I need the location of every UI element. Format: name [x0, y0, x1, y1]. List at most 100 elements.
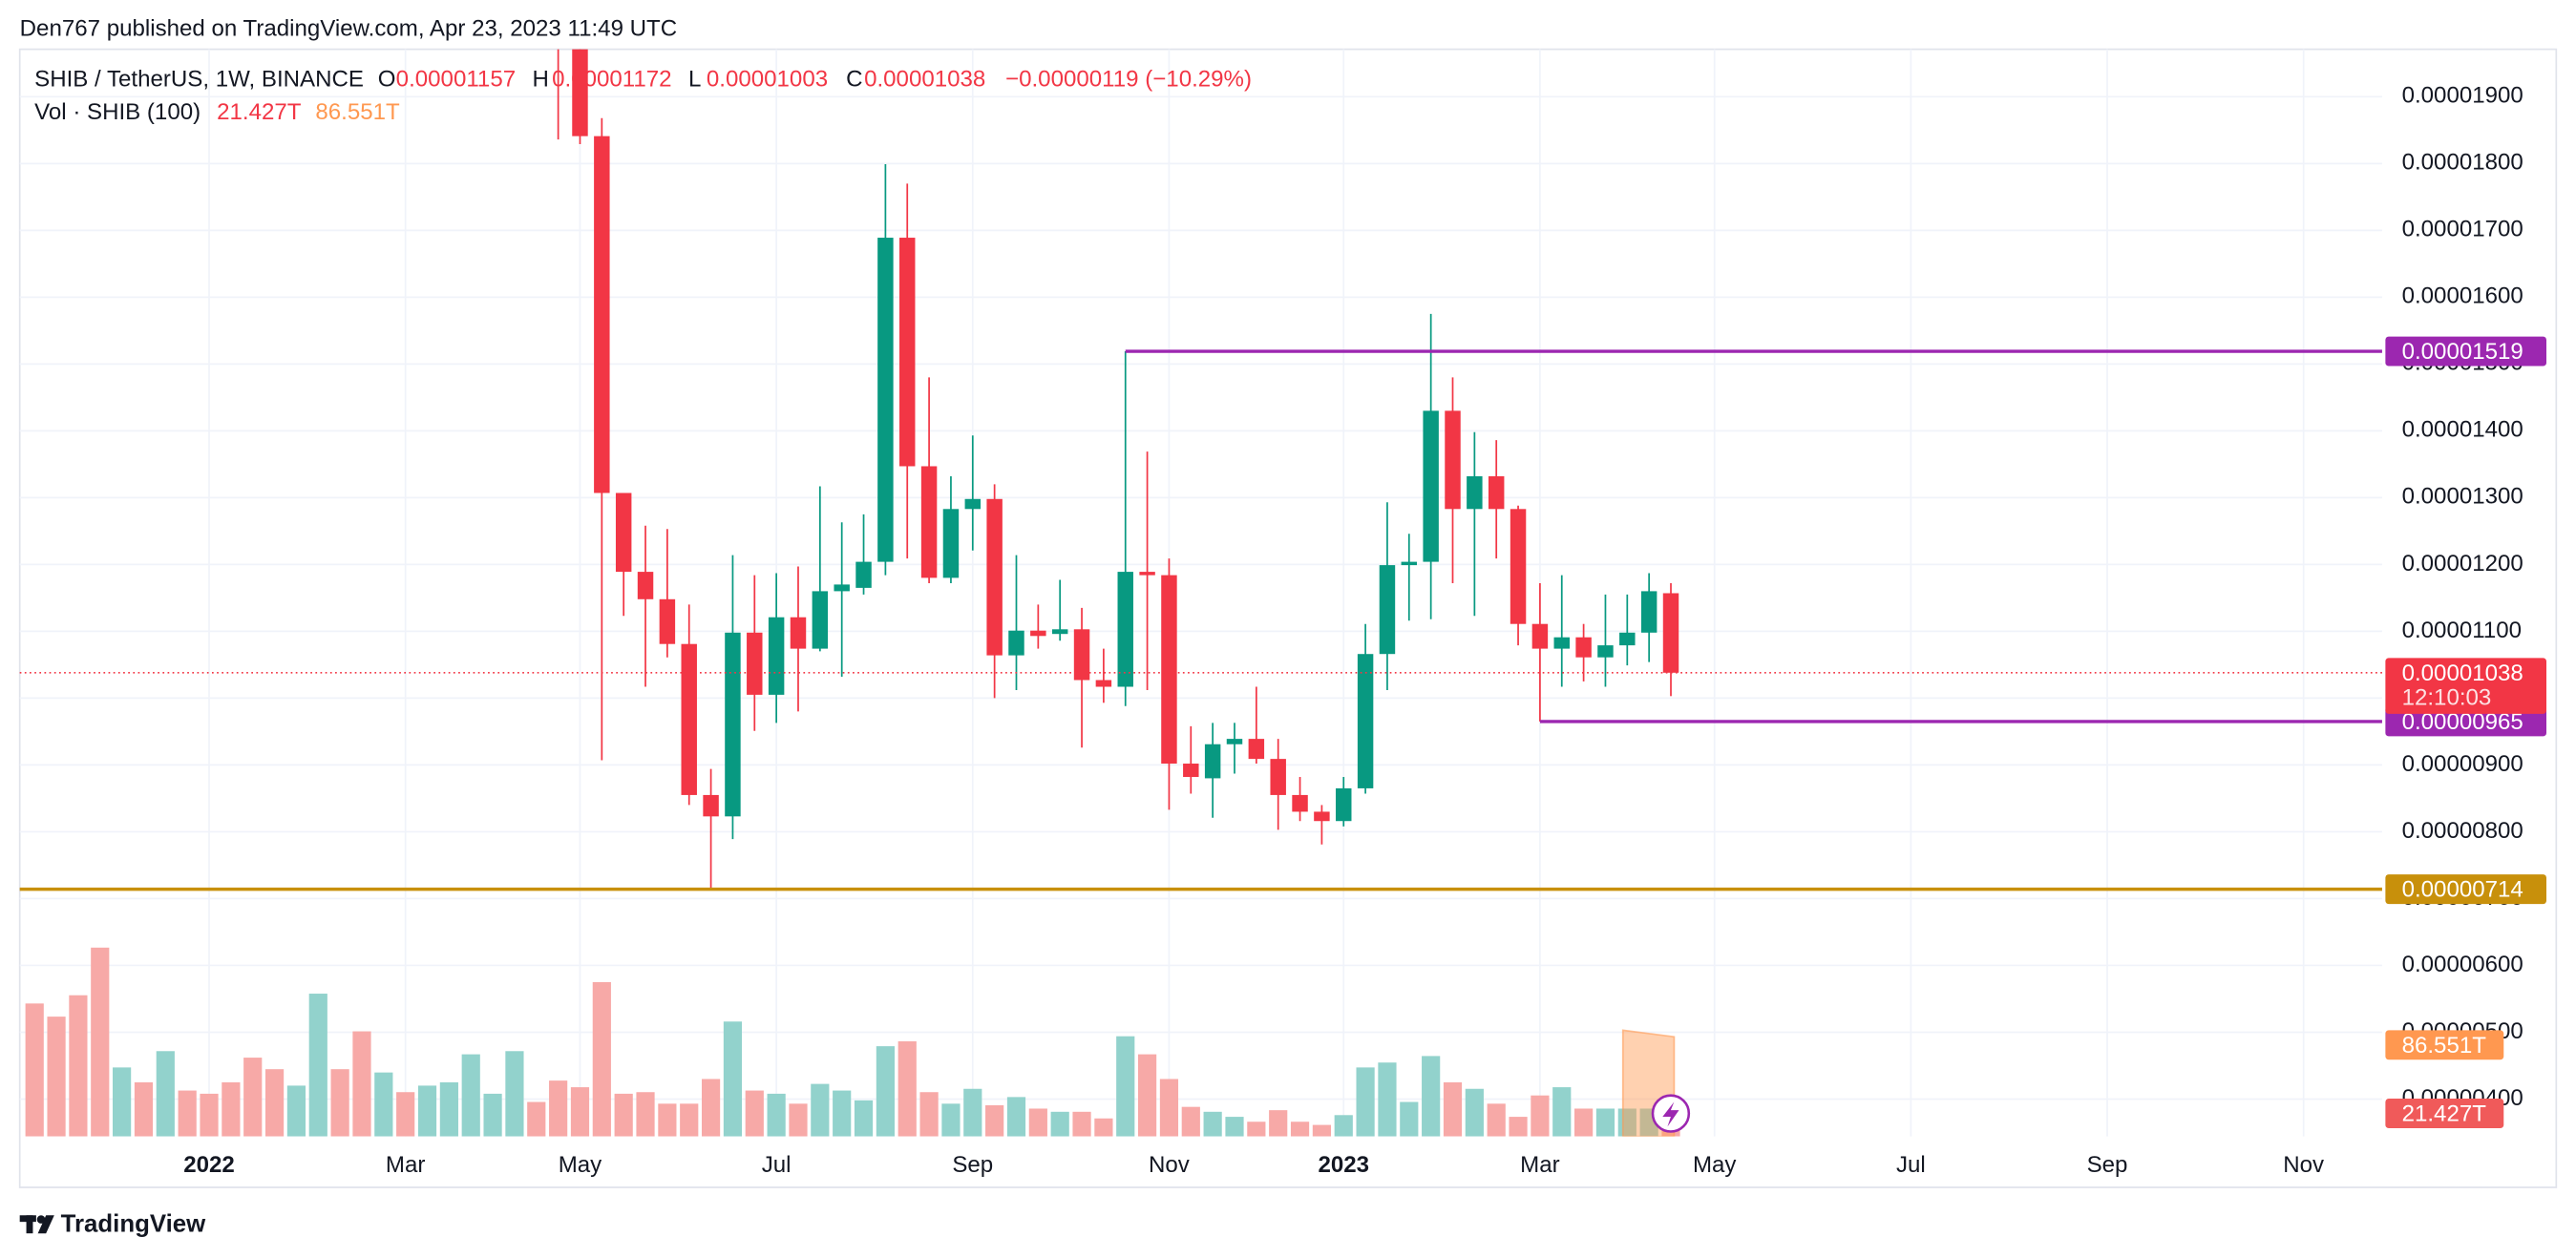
candle-body	[1531, 623, 1549, 649]
volume-bar	[156, 1051, 175, 1137]
candle-body	[1640, 591, 1658, 633]
candle-body	[1226, 739, 1243, 744]
volume-bar	[113, 1067, 132, 1137]
volume-bar	[614, 1093, 633, 1137]
y-tick-label: 0.00001700	[2402, 217, 2523, 242]
volume-ma-label-bg	[2385, 1030, 2504, 1060]
volume-bar	[1269, 1110, 1288, 1137]
volume-bar	[811, 1083, 830, 1137]
candle-body	[1597, 645, 1614, 658]
y-tick-label: 0.00001900	[2402, 83, 2523, 109]
volume-bar	[1290, 1122, 1310, 1137]
y-tick-label: 0.00000800	[2402, 818, 2523, 844]
volume-bar	[1509, 1117, 1528, 1137]
candle-body	[1095, 680, 1112, 687]
legend-value: 0.00001172	[552, 67, 671, 93]
x-tick-label: Sep	[2087, 1152, 2128, 1178]
x-tick-label: Nov	[1149, 1152, 1190, 1178]
volume-bar	[1181, 1106, 1200, 1137]
candle-body	[942, 509, 960, 578]
candle-body	[1030, 630, 1046, 637]
volume-bar	[1028, 1108, 1047, 1137]
candle-body	[1314, 811, 1330, 822]
legend-value: 0.00001003	[707, 67, 828, 93]
y-tick-label: 0.00000900	[2402, 751, 2523, 777]
candle-body	[1073, 629, 1090, 681]
volume-bar	[963, 1088, 982, 1137]
candle-body	[1553, 637, 1570, 649]
legend-letter: L	[688, 67, 701, 93]
volume-bar	[69, 995, 88, 1137]
candle-body	[877, 238, 894, 562]
volume-bar	[789, 1103, 808, 1137]
last-price-bg	[2385, 658, 2546, 714]
volume-bar	[243, 1058, 263, 1137]
candle-body	[594, 136, 610, 493]
candle-body	[1051, 629, 1068, 635]
candle-body	[1445, 410, 1461, 510]
volume-bar	[25, 1003, 44, 1137]
candle-body	[1183, 764, 1199, 778]
volume-bar	[47, 1017, 66, 1137]
volume-bar	[723, 1021, 743, 1137]
volume-bar	[701, 1079, 721, 1137]
volume-bar	[134, 1081, 154, 1137]
x-tick-label: Jul	[762, 1152, 792, 1178]
candle-body	[855, 561, 872, 588]
volume-bar	[767, 1093, 786, 1137]
volume-bar	[636, 1092, 655, 1137]
x-tick-label: Mar	[386, 1152, 425, 1178]
candle-body	[1139, 572, 1155, 576]
volume-bar	[1422, 1056, 1441, 1137]
x-tick-label: Jul	[1896, 1152, 1926, 1178]
level-label-bg	[2385, 336, 2546, 367]
candle-body	[1379, 565, 1396, 655]
y-tick-label: 0.00001300	[2402, 484, 2523, 510]
volume-bar	[1574, 1108, 1594, 1137]
volume-bar	[374, 1072, 393, 1137]
volume-bar	[833, 1090, 852, 1137]
candle-body	[615, 493, 632, 573]
candle-body	[1204, 744, 1221, 779]
volume-bar	[527, 1101, 546, 1137]
y-tick-label: 0.00001200	[2402, 551, 2523, 577]
volume-bar	[483, 1093, 502, 1137]
chart-frame	[18, 48, 2558, 1188]
legend-letter: H	[533, 67, 549, 93]
y-tick-label: 0.00001400	[2402, 417, 2523, 443]
candle-body	[899, 238, 916, 467]
x-tick-label: 2022	[183, 1152, 235, 1178]
volume-ma-label: 86.551T	[2402, 1033, 2487, 1059]
level-label-bg	[2385, 874, 2546, 905]
volume-bar	[919, 1092, 939, 1137]
volume-bar	[549, 1080, 568, 1137]
y-tick-label: 0.00001100	[2402, 618, 2522, 643]
volume-bar	[1116, 1036, 1135, 1137]
volume-bar	[439, 1081, 458, 1137]
legend-letter: O	[378, 67, 396, 93]
brand: TradingView	[61, 1210, 206, 1237]
candle-body	[1488, 475, 1505, 510]
volume-bar	[1400, 1101, 1419, 1137]
volume-name: Vol · SHIB (100)	[34, 99, 201, 125]
symbol: SHIB / TetherUS, 1W, BINANCE	[34, 67, 364, 93]
candle-body	[920, 466, 938, 578]
volume-bar	[1595, 1108, 1615, 1137]
candle-body	[834, 584, 850, 592]
volume-bar	[1487, 1103, 1506, 1137]
candle-body	[681, 643, 697, 795]
candle-body	[1161, 575, 1177, 765]
candle-body	[637, 572, 654, 599]
volume-bar	[1137, 1054, 1157, 1137]
volume-bar	[308, 994, 327, 1137]
legend-letter: C	[846, 67, 862, 93]
candle-body	[768, 617, 785, 695]
y-tick-label: 0.00001800	[2402, 150, 2523, 176]
legend-volume-ma: 86.551T	[315, 99, 400, 125]
candle-body	[1117, 572, 1133, 687]
volume-bar	[1203, 1111, 1222, 1137]
candle-body	[1357, 654, 1374, 788]
volume-bar	[941, 1103, 961, 1137]
